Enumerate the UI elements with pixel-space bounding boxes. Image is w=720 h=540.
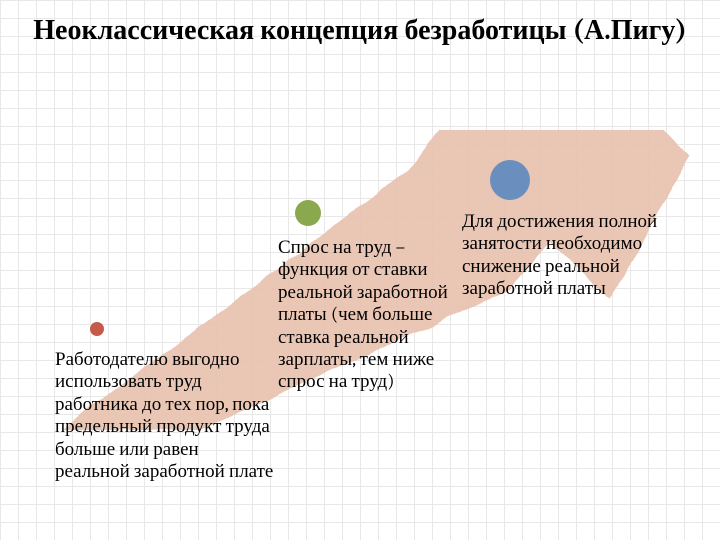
concept-text-1: Работодателю выгодно использовать труд р… bbox=[55, 348, 275, 482]
concept-point-2 bbox=[295, 200, 321, 226]
concept-text-3: Для достижения полной занятости необходи… bbox=[462, 210, 662, 300]
dot-icon bbox=[490, 160, 530, 200]
concept-point-1 bbox=[90, 322, 104, 336]
slide-title: Неоклассическая концепция безработицы (А… bbox=[0, 14, 720, 48]
concept-point-3 bbox=[490, 160, 530, 200]
concept-text-2: Спрос на труд – функция от ставки реальн… bbox=[278, 236, 458, 393]
dot-icon bbox=[295, 200, 321, 226]
dot-icon bbox=[90, 322, 104, 336]
